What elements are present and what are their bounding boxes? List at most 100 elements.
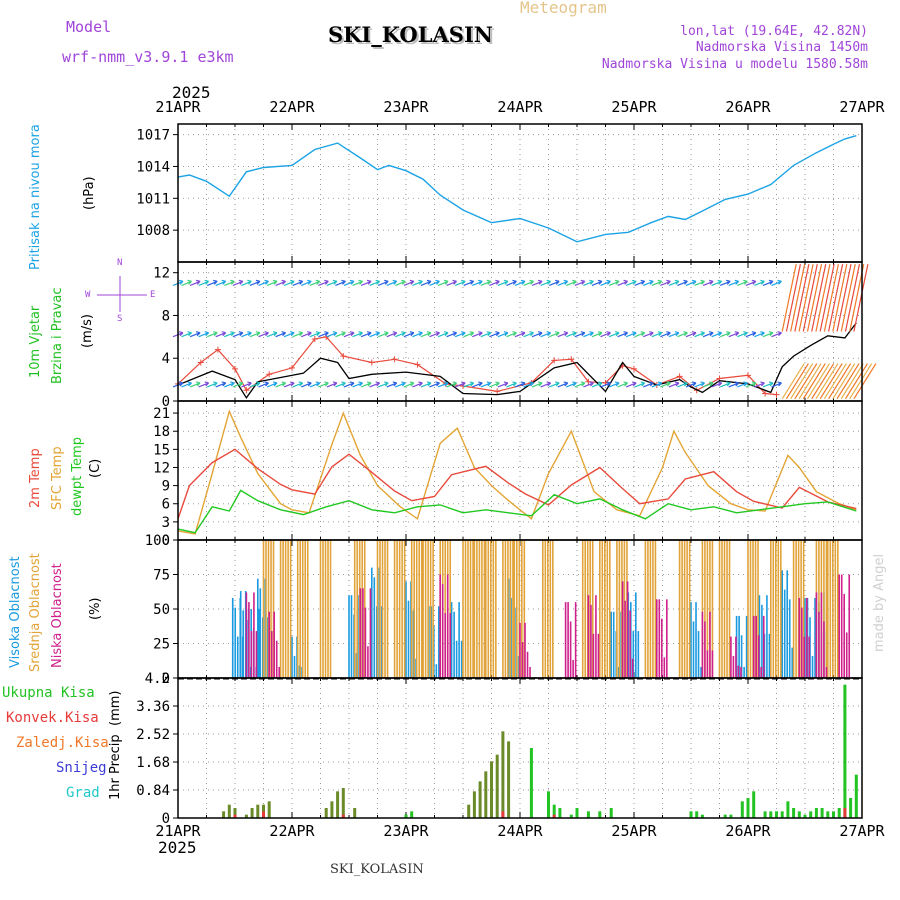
- wind-direction-arrow: [429, 381, 440, 388]
- y-tick-label: 75: [153, 568, 170, 584]
- wind-direction-arrow: [668, 381, 680, 388]
- wind-direction-arrow: [634, 279, 646, 286]
- wind-direction-arrow: [506, 279, 517, 286]
- wind-direction-arrow: [828, 264, 844, 332]
- wind-direction-arrow: [608, 381, 620, 388]
- wind-direction-arrow: [574, 381, 586, 388]
- wind-direction-arrow: [360, 331, 372, 338]
- wind-direction-arrow: [360, 279, 372, 286]
- time-label-top: 26APR: [725, 98, 771, 116]
- wind-direction-arrow: [600, 279, 611, 286]
- wind-direction-arrow: [472, 279, 483, 286]
- wind-direction-arrow: [249, 279, 261, 286]
- precip-total-bar: [820, 808, 824, 818]
- wind-direction-arrow: [523, 279, 534, 286]
- wind-direction-arrow: [454, 381, 466, 388]
- precip-total-bar: [832, 811, 835, 818]
- wind-direction-arrow: [241, 331, 252, 338]
- wind-gust-marker: [197, 359, 204, 366]
- wind-direction-arrow: [463, 381, 475, 388]
- wind-direction-arrow: [819, 264, 835, 332]
- wind-direction-arrow: [232, 331, 244, 338]
- precip-total-bar: [256, 804, 260, 818]
- precip-total-bar: [837, 808, 841, 818]
- precip-total-bar: [814, 808, 818, 818]
- wind-direction-arrow: [694, 331, 705, 338]
- wind-direction-arrow: [566, 381, 577, 388]
- wind-direction-arrow: [574, 279, 586, 286]
- wind-direction-arrow: [836, 363, 860, 400]
- wind-direction-arrow: [617, 279, 629, 286]
- wind-direction-arrow: [189, 381, 201, 388]
- wind-direction-arrow: [241, 381, 252, 388]
- wind-direction-arrow: [608, 331, 620, 338]
- precip-total-bar: [775, 811, 778, 818]
- wind-direction-arrow: [823, 264, 839, 332]
- precip-total-bar: [609, 808, 613, 818]
- precip-convective-bar: [843, 808, 847, 818]
- wind-direction-arrow: [343, 279, 355, 286]
- wind-direction-arrow: [737, 331, 748, 338]
- legend-conv: Konvek.Kisa: [6, 710, 99, 726]
- time-label-top: 23APR: [383, 98, 429, 116]
- wind-direction-arrow: [514, 381, 526, 388]
- wind-direction-arrow: [591, 331, 603, 338]
- precip-total-bar: [250, 808, 254, 818]
- y-tick-label: 1014: [136, 159, 170, 175]
- wind-direction-arrow: [352, 279, 363, 286]
- wind-gust-marker: [311, 335, 318, 342]
- precip-total-bar: [478, 781, 482, 818]
- wind-direction-arrow: [617, 381, 629, 388]
- wind-direction-arrow: [685, 331, 697, 338]
- wind-direction-arrow: [275, 279, 287, 286]
- wind-direction-arrow: [395, 381, 406, 388]
- altitude: Nadmorska Visina 1450m: [695, 40, 868, 55]
- y-tick-label: 12: [153, 460, 170, 476]
- wind-direction-arrow: [737, 381, 748, 388]
- precip-total-bar: [849, 798, 853, 818]
- wind-direction-arrow: [785, 363, 809, 400]
- wind-direction-arrow: [557, 381, 569, 388]
- precip-total-bar: [472, 791, 476, 818]
- wind-direction-arrow: [283, 381, 295, 388]
- wind-direction-arrow: [309, 331, 321, 338]
- wind-gust-marker: [494, 388, 501, 395]
- time-label-top: 21APR: [155, 98, 201, 116]
- wind-direction-arrow: [677, 381, 688, 388]
- wind-direction-arrow: [853, 264, 869, 332]
- wind-direction-arrow: [853, 363, 877, 400]
- wind-direction-arrow: [832, 363, 856, 400]
- panel-border: [177, 677, 863, 819]
- wind-direction-arrow: [454, 279, 466, 286]
- wind-direction-arrow: [600, 331, 611, 338]
- wind-direction-arrow: [258, 331, 269, 338]
- wind-direction-arrow: [523, 381, 534, 388]
- wind-direction-arrow: [309, 381, 321, 388]
- wind-direction-arrow: [790, 363, 814, 400]
- wind-direction-arrow: [668, 331, 680, 338]
- wind-direction-arrow: [506, 331, 517, 338]
- y-tick-label: 12: [153, 266, 170, 282]
- wind-direction-arrow: [728, 279, 740, 286]
- wind-direction-arrow: [794, 363, 818, 400]
- wind-direction-arrow: [823, 363, 847, 400]
- wind-direction-arrow: [844, 363, 868, 400]
- wind-direction-arrow: [266, 381, 278, 388]
- wind-gust-marker: [266, 371, 273, 378]
- wind-direction-arrow: [745, 279, 757, 286]
- wind-direction-arrow: [403, 279, 415, 286]
- y-tick-label: 9: [162, 479, 170, 495]
- wind-direction-arrow: [181, 279, 192, 286]
- wind-direction-arrow: [215, 381, 227, 388]
- wind-direction-arrow: [506, 381, 517, 388]
- wind-gust-marker: [745, 372, 751, 379]
- wind-direction-arrow: [798, 264, 814, 332]
- wind-direction-arrow: [840, 264, 856, 332]
- dewpt-line: [177, 489, 857, 534]
- wind-direction-arrow: [326, 331, 338, 338]
- wind-direction-arrow: [335, 331, 346, 338]
- wind-direction-arrow: [634, 331, 646, 338]
- precip-total-bar: [490, 761, 493, 818]
- wind-direction-arrow: [480, 279, 492, 286]
